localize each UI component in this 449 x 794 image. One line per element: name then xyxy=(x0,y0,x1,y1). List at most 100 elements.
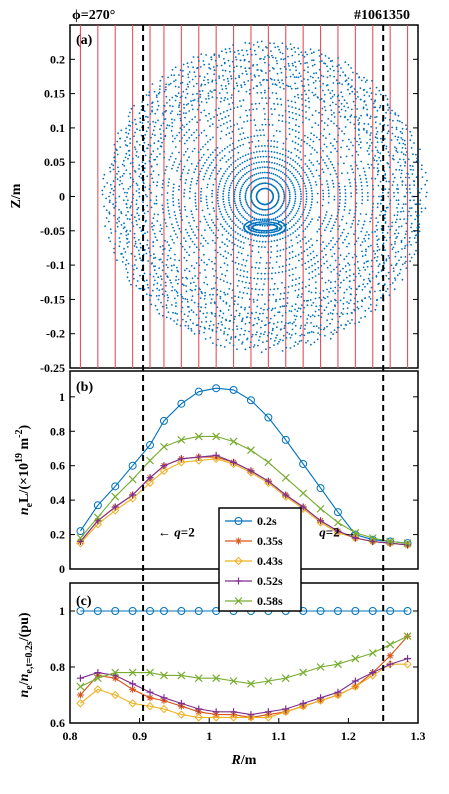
poincare-point xyxy=(169,155,172,158)
poincare-point xyxy=(204,218,207,221)
poincare-point xyxy=(308,100,310,103)
poincare-point xyxy=(289,347,292,349)
poincare-point xyxy=(335,172,338,175)
poincare-point xyxy=(226,168,229,170)
poincare-point xyxy=(356,140,358,143)
poincare-point xyxy=(200,197,202,200)
poincare-point xyxy=(346,145,348,148)
poincare-point xyxy=(214,89,217,91)
poincare-point xyxy=(320,74,323,77)
poincare-point xyxy=(266,208,268,211)
poincare-point xyxy=(376,149,379,152)
poincare-point xyxy=(160,227,163,230)
poincare-point xyxy=(368,233,370,236)
poincare-point xyxy=(242,275,245,278)
poincare-point xyxy=(153,269,156,272)
poincare-point xyxy=(305,174,308,176)
poincare-point xyxy=(326,65,328,68)
poincare-point xyxy=(174,289,176,291)
poincare-point xyxy=(162,112,164,115)
poincare-point xyxy=(145,279,148,282)
poincare-point xyxy=(370,310,372,313)
poincare-point xyxy=(193,281,195,284)
poincare-point xyxy=(193,219,196,222)
poincare-point xyxy=(187,73,190,76)
poincare-point xyxy=(144,154,147,157)
poincare-point xyxy=(413,142,415,144)
poincare-point xyxy=(307,78,309,81)
poincare-point xyxy=(344,202,347,205)
island-point xyxy=(259,218,262,221)
poincare-point xyxy=(365,181,368,184)
poincare-point xyxy=(113,152,116,154)
poincare-point xyxy=(386,206,389,209)
poincare-point xyxy=(253,277,256,280)
poincare-point xyxy=(305,268,307,270)
poincare-point xyxy=(219,112,222,115)
poincare-point xyxy=(301,98,303,100)
poincare-point xyxy=(219,253,222,256)
island-point xyxy=(266,229,269,232)
poincare-point xyxy=(288,178,291,181)
poincare-point xyxy=(255,173,258,175)
poincare-point xyxy=(239,227,242,230)
poincare-point xyxy=(179,127,182,130)
poincare-point xyxy=(354,212,356,215)
poincare-point xyxy=(228,305,231,307)
poincare-point xyxy=(287,156,289,159)
poincare-point xyxy=(255,85,258,87)
poincare-point xyxy=(340,312,343,314)
poincare-point xyxy=(300,145,302,147)
poincare-point xyxy=(112,203,114,206)
poincare-point xyxy=(260,307,262,310)
poincare-point xyxy=(239,191,242,194)
poincare-point xyxy=(247,287,250,290)
poincare-point xyxy=(300,324,302,327)
island-point xyxy=(270,234,273,237)
poincare-point xyxy=(160,284,162,286)
poincare-point xyxy=(376,167,379,170)
poincare-point xyxy=(367,277,370,280)
poincare-point xyxy=(268,155,270,158)
poincare-point xyxy=(251,244,254,247)
poincare-point xyxy=(330,281,332,284)
poincare-point xyxy=(269,183,271,186)
poincare-point xyxy=(226,223,229,225)
poincare-point xyxy=(158,294,161,297)
poincare-point xyxy=(184,240,187,243)
poincare-point xyxy=(313,341,316,344)
poincare-point xyxy=(301,258,303,260)
poincare-point xyxy=(259,256,262,259)
poincare-point xyxy=(400,256,402,258)
poincare-point xyxy=(200,306,203,309)
marker-x xyxy=(76,682,85,691)
marker-circle xyxy=(76,607,85,615)
poincare-point xyxy=(143,150,146,153)
poincare-point xyxy=(266,308,269,311)
poincare-point xyxy=(233,222,235,225)
poincare-point xyxy=(276,151,279,154)
poincare-point xyxy=(375,235,378,238)
poincare-point xyxy=(281,153,284,156)
poincare-point xyxy=(139,226,141,229)
poincare-point xyxy=(246,120,249,122)
poincare-point xyxy=(164,135,167,138)
poincare-point xyxy=(284,209,287,212)
poincare-point xyxy=(181,283,184,286)
angle-label: ϕ=270° xyxy=(72,8,115,23)
marker-x xyxy=(247,446,255,455)
poincare-point xyxy=(164,290,167,293)
poincare-point xyxy=(270,156,273,159)
poincare-point xyxy=(290,239,293,242)
poincare-point xyxy=(181,81,184,84)
poincare-point xyxy=(342,302,345,305)
poincare-point xyxy=(257,178,259,181)
poincare-point xyxy=(178,227,181,230)
poincare-point xyxy=(319,80,321,82)
poincare-point xyxy=(261,224,264,227)
poincare-point xyxy=(158,312,161,315)
poincare-point xyxy=(136,208,139,211)
poincare-point xyxy=(246,203,249,206)
poincare-point xyxy=(221,149,224,152)
poincare-point xyxy=(268,97,271,99)
